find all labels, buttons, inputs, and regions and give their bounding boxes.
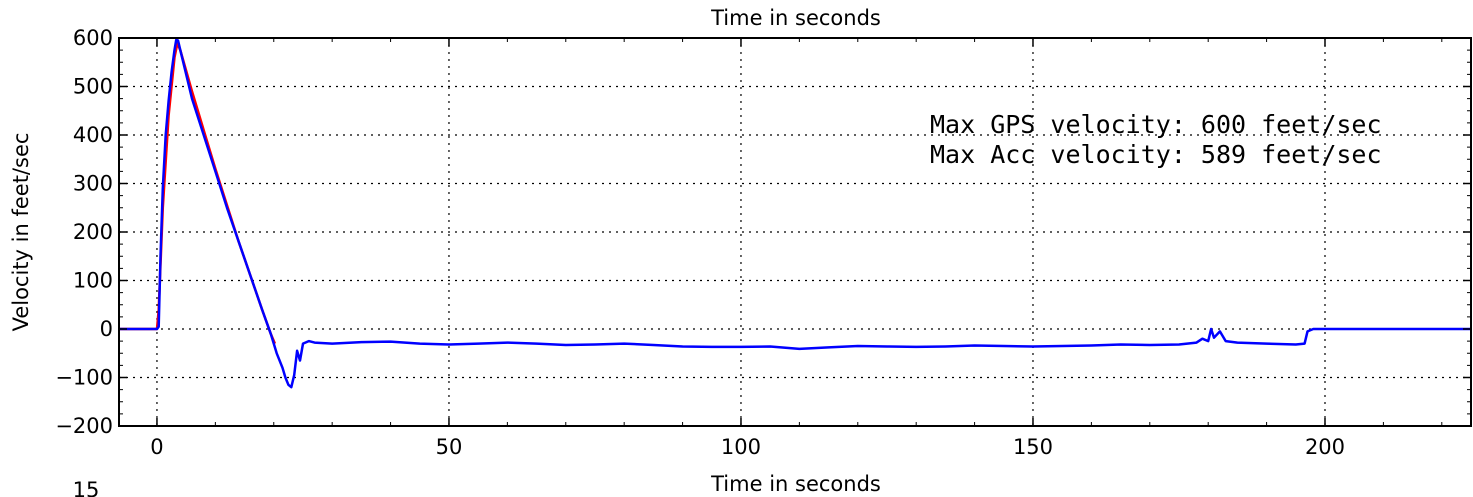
chart-title: Time in seconds [710, 6, 881, 30]
series-line-1 [119, 38, 1471, 389]
x-tick-label: 200 [1305, 435, 1345, 459]
y-tick-label: 500 [73, 75, 113, 99]
y-tick-label: 300 [73, 172, 113, 196]
x-tick-label: 50 [436, 435, 463, 459]
y-tick-label: 600 [73, 26, 113, 50]
x-tick-label: 100 [721, 435, 761, 459]
y-tick-label: −200 [55, 414, 113, 438]
series-line-0 [119, 42, 277, 345]
x-axis-label: Time in seconds [710, 472, 881, 496]
y-tick-label: 100 [73, 269, 113, 293]
grid [119, 37, 1471, 427]
annotation-gps: Max GPS velocity: 600 feet/sec [930, 110, 1382, 139]
y-tick-label: −100 [55, 366, 113, 390]
annotation-acc: Max Acc velocity: 589 feet/sec [930, 140, 1382, 169]
y-axis-label: Velocity in feet/sec [9, 133, 33, 332]
y-tick-label: 0 [100, 317, 113, 341]
tick-labels: 0 50 100 150 200 −200 −100 0 100 200 300 400 500 600 [55, 26, 1345, 459]
x-tick-label: 0 [150, 435, 163, 459]
series-lines [119, 38, 1471, 389]
next-subplot-tick-label: 15 [73, 478, 100, 497]
y-tick-label: 400 [73, 123, 113, 147]
x-tick-label: 150 [1013, 435, 1053, 459]
tick-marks [119, 37, 1471, 427]
y-tick-label: 200 [73, 220, 113, 244]
